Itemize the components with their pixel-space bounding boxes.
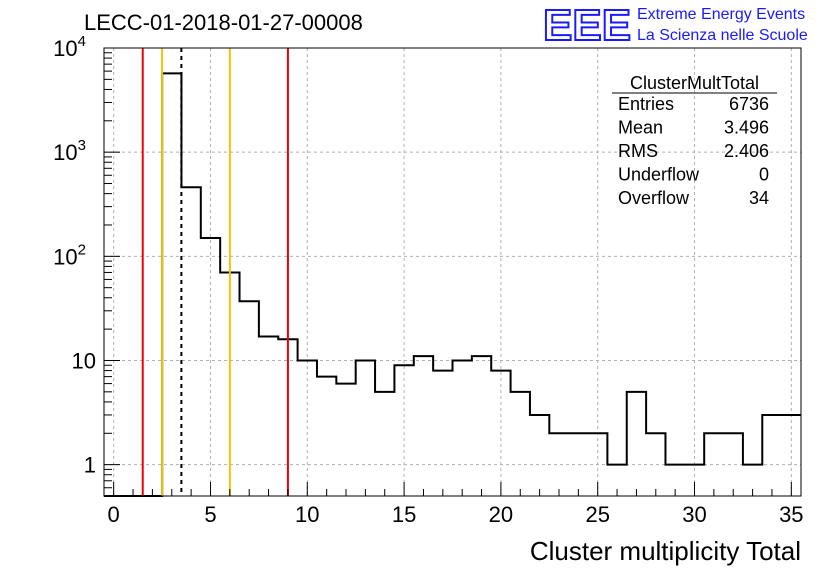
histogram-bin	[453, 360, 472, 496]
histogram-bin	[375, 392, 394, 496]
histogram-bin	[472, 356, 491, 496]
stats-label: Underflow	[618, 165, 700, 185]
histogram-outline	[104, 72, 801, 497]
stats-value: 6736	[729, 94, 769, 114]
stats-label: Mean	[618, 118, 663, 138]
run-title: LECC-01-2018-01-27-00008	[84, 10, 363, 35]
x-tick-label: 10	[295, 502, 319, 527]
stats-value: 3.496	[724, 118, 769, 138]
x-tick-label: 15	[392, 502, 416, 527]
y-tick-label: 10	[72, 348, 96, 373]
x-tick-label: 25	[585, 502, 609, 527]
eee-logo-mark: EEE	[543, 2, 631, 46]
histogram-bin	[317, 377, 336, 496]
marker-lines	[141, 48, 289, 496]
stats-value: 0	[759, 165, 769, 185]
histogram-bin	[356, 360, 375, 496]
histogram-bin	[181, 187, 200, 496]
y-tick-label: 104	[53, 33, 86, 61]
logo-line-2: La Scienza nelle Scuole	[637, 27, 808, 44]
histogram-bin	[414, 356, 433, 496]
histogram-bin	[530, 415, 549, 496]
histogram-bin	[162, 73, 181, 496]
axes: 0 5 10 15 20 25 30 35 1 10 102 103 104 Cluster multip…	[53, 33, 803, 566]
stats-label: RMS	[618, 141, 658, 161]
x-tick-label: 0	[108, 502, 120, 527]
logo-line-1: Extreme Energy Events	[637, 6, 805, 23]
histogram-bin	[511, 392, 530, 496]
grid	[104, 47, 801, 496]
histogram-bin	[336, 384, 355, 496]
stats-value: 2.406	[724, 141, 769, 161]
plot-frame	[103, 47, 802, 497]
histogram-bin	[762, 415, 781, 496]
x-tick-label: 20	[489, 502, 513, 527]
x-tick-label: 35	[779, 502, 803, 527]
y-tick-label: 102	[53, 241, 86, 269]
x-tick-label: 30	[682, 502, 706, 527]
stats-label: Entries	[618, 94, 674, 114]
histogram	[104, 72, 801, 497]
x-tick-label: 5	[204, 502, 216, 527]
histogram-bin	[240, 301, 259, 496]
y-tick-label: 103	[53, 137, 86, 165]
histogram-bin	[549, 433, 568, 496]
x-axis-title: Cluster multiplicity Total	[530, 536, 801, 566]
histogram-bin	[704, 433, 723, 496]
histogram-bin	[627, 392, 646, 496]
y-tick-label: 1	[84, 453, 96, 478]
stats-box-title: ClusterMultTotal	[630, 73, 759, 93]
stats-label: Overflow	[618, 188, 690, 208]
histogram-bin	[433, 371, 452, 496]
stats-value: 34	[749, 188, 769, 208]
eee-logo: EEE Extreme Energy Events La Scienza nel…	[543, 2, 808, 46]
